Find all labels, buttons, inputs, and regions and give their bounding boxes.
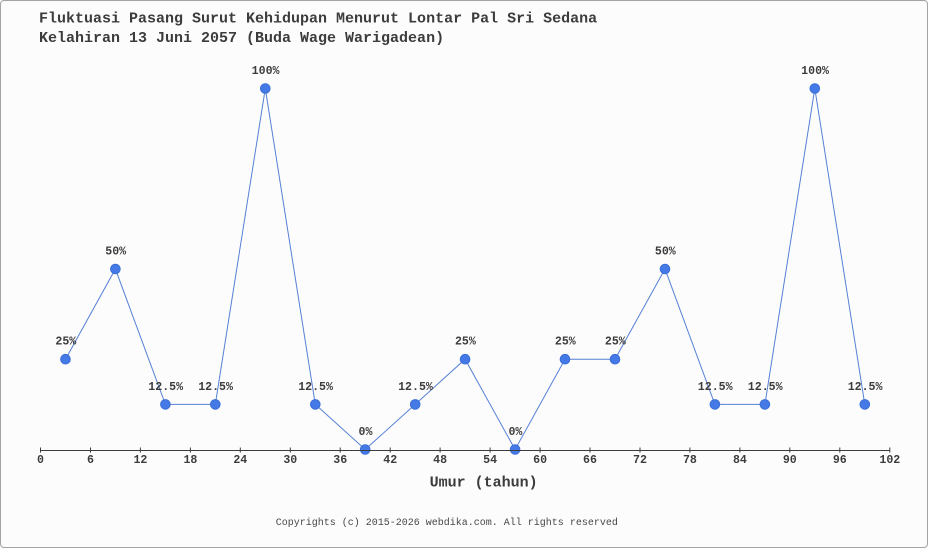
svg-text:25%: 25% [605, 336, 626, 349]
svg-text:78: 78 [683, 454, 697, 467]
svg-text:30: 30 [283, 454, 297, 467]
svg-text:Umur (tahun): Umur (tahun) [430, 475, 538, 492]
svg-text:25%: 25% [555, 336, 576, 349]
svg-text:84: 84 [733, 454, 747, 467]
svg-text:25%: 25% [55, 336, 76, 349]
svg-text:42: 42 [383, 454, 397, 467]
svg-text:Fluktuasi Pasang Surut Kehidup: Fluktuasi Pasang Surut Kehidupan Menurut… [39, 10, 597, 27]
svg-text:Copyrights (c) 2015-2026 webdi: Copyrights (c) 2015-2026 webdika.com. Al… [276, 517, 618, 529]
svg-text:48: 48 [433, 454, 447, 467]
svg-text:Kelahiran 13 Juni 2057 (Buda W: Kelahiran 13 Juni 2057 (Buda Wage Wariga… [39, 30, 444, 47]
svg-text:90: 90 [783, 454, 797, 467]
svg-text:6: 6 [87, 454, 94, 467]
svg-text:60: 60 [533, 454, 547, 467]
svg-text:54: 54 [483, 454, 497, 467]
svg-text:0%: 0% [359, 426, 373, 439]
svg-text:102: 102 [879, 454, 900, 467]
svg-text:100%: 100% [801, 65, 829, 78]
svg-text:36: 36 [333, 454, 347, 467]
svg-text:12.5%: 12.5% [848, 381, 883, 394]
svg-text:25%: 25% [455, 336, 476, 349]
svg-text:96: 96 [833, 454, 847, 467]
svg-text:50%: 50% [655, 246, 676, 259]
svg-text:12.5%: 12.5% [698, 381, 733, 394]
svg-text:100%: 100% [252, 65, 280, 78]
svg-text:12.5%: 12.5% [298, 381, 333, 394]
svg-text:18: 18 [183, 454, 197, 467]
svg-text:12.5%: 12.5% [148, 381, 183, 394]
svg-text:50%: 50% [105, 246, 126, 259]
svg-text:72: 72 [633, 454, 647, 467]
svg-text:66: 66 [583, 454, 597, 467]
svg-text:0: 0 [37, 454, 44, 467]
svg-text:12: 12 [133, 454, 147, 467]
svg-text:12.5%: 12.5% [748, 381, 783, 394]
svg-text:0%: 0% [508, 426, 522, 439]
svg-text:12.5%: 12.5% [198, 381, 233, 394]
svg-text:24: 24 [233, 454, 247, 467]
svg-text:12.5%: 12.5% [398, 381, 433, 394]
